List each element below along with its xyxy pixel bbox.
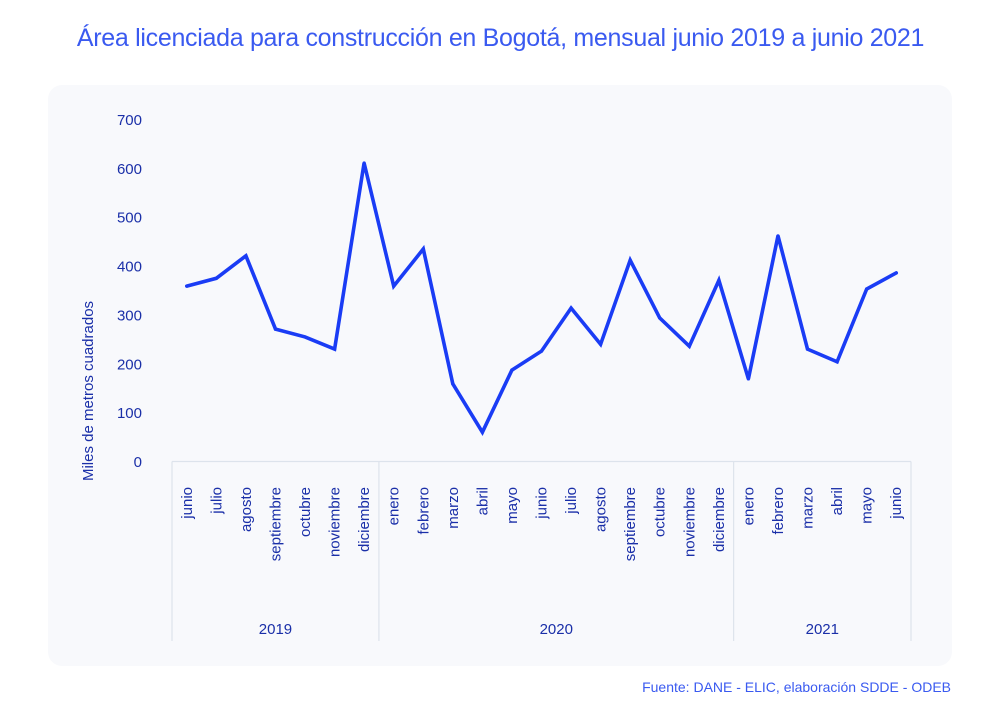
x-tick-label: septiembre — [267, 487, 284, 561]
data-point — [481, 431, 484, 434]
series-line — [187, 163, 896, 432]
data-point — [303, 335, 306, 338]
x-tick-label: diciembre — [711, 487, 728, 552]
x-tick-label: enero — [740, 487, 757, 525]
data-point — [540, 349, 543, 352]
x-tick-label: agosto — [238, 487, 255, 532]
x-tick-label: diciembre — [356, 487, 373, 552]
data-point — [392, 285, 395, 288]
data-point — [806, 348, 809, 351]
y-axis-title: Miles de metros cuadrados — [80, 301, 97, 481]
data-point — [688, 345, 691, 348]
x-tick-label: abril — [829, 487, 846, 515]
x-axis-labels: junio julio agosto septiembre octubre noviemb… — [179, 487, 905, 561]
y-tick-label: 500 — [117, 210, 142, 227]
data-point — [895, 271, 898, 274]
x-tick-label: octubre — [297, 487, 314, 537]
x-tick-label: junio — [534, 487, 551, 520]
data-point — [274, 328, 277, 331]
y-axis-ticks: 0 100 200 300 400 500 600 700 — [117, 112, 142, 471]
data-point — [569, 307, 572, 310]
y-tick-label: 0 — [134, 454, 142, 471]
x-axis-year-labels: 2019 2020 2021 — [259, 621, 839, 638]
x-tick-label: julio — [563, 487, 580, 515]
x-tick-label: agosto — [593, 487, 610, 532]
source-note: Fuente: DANE - ELIC, elaboración SDDE - … — [642, 679, 951, 695]
x-tick-label: julio — [208, 487, 225, 515]
data-point — [599, 343, 602, 346]
x-tick-label: octubre — [652, 487, 669, 537]
data-point — [836, 360, 839, 363]
x-tick-label: noviembre — [681, 487, 698, 557]
y-tick-label: 100 — [117, 405, 142, 422]
x-tick-label: abril — [474, 487, 491, 515]
data-point — [865, 287, 868, 290]
x-tick-label: mayo — [504, 487, 521, 524]
data-point — [658, 316, 661, 319]
year-label: 2019 — [259, 621, 292, 638]
x-tick-label: febrero — [770, 487, 787, 535]
series-points — [185, 161, 898, 433]
y-tick-label: 300 — [117, 307, 142, 324]
data-point — [363, 161, 366, 164]
y-tick-label: 700 — [117, 112, 142, 129]
data-point — [776, 234, 779, 237]
y-tick-label: 400 — [117, 259, 142, 276]
x-tick-label: marzo — [800, 487, 817, 529]
y-tick-label: 600 — [117, 161, 142, 178]
x-tick-label: mayo — [859, 487, 876, 524]
data-point — [747, 377, 750, 380]
x-tick-label: enero — [386, 487, 403, 525]
x-tick-label: junio — [888, 487, 905, 520]
year-label: 2020 — [540, 621, 573, 638]
data-point — [333, 348, 336, 351]
x-tick-label: noviembre — [327, 487, 344, 557]
year-label: 2021 — [806, 621, 839, 638]
data-point — [717, 279, 720, 282]
data-point — [185, 285, 188, 288]
x-tick-label: febrero — [415, 487, 432, 535]
x-tick-label: septiembre — [622, 487, 639, 561]
x-tick-label: junio — [179, 487, 196, 520]
y-tick-label: 200 — [117, 356, 142, 373]
data-point — [510, 369, 513, 372]
data-point — [451, 382, 454, 385]
data-point — [215, 277, 218, 280]
data-point — [422, 247, 425, 250]
data-point — [244, 254, 247, 257]
data-point — [629, 259, 632, 262]
x-tick-label: marzo — [445, 487, 462, 529]
